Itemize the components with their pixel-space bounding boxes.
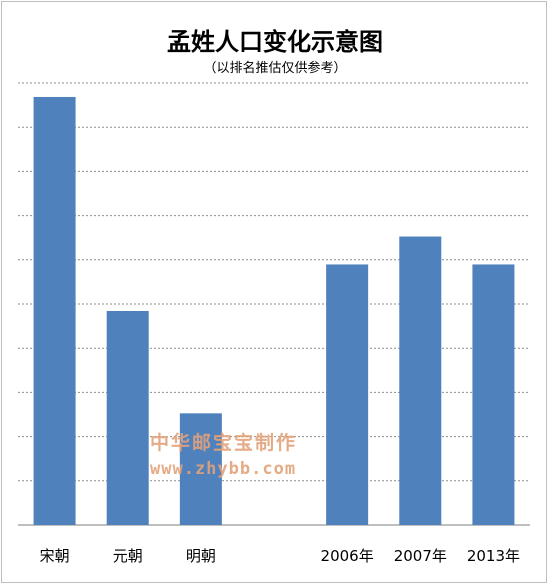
chart-subtitle: （以排名推估仅供参考）: [203, 61, 347, 76]
bar: [106, 310, 149, 525]
x-tick-label: 2006年: [321, 547, 374, 565]
x-tick-label: 2007年: [394, 547, 447, 565]
chart-title: 孟姓人口变化示意图: [167, 27, 383, 56]
bar: [326, 264, 369, 525]
x-tick-label: 明朝: [186, 547, 216, 565]
watermark-text: 中华邮宝宝制作: [150, 432, 298, 454]
bar: [472, 264, 515, 525]
watermark-url: www.zhybb.com: [150, 459, 297, 479]
x-tick-label: 宋朝: [40, 547, 70, 565]
bar: [399, 236, 442, 525]
x-tick-label: 元朝: [113, 547, 143, 565]
bar: [179, 413, 222, 525]
x-tick-label: 2013年: [467, 547, 520, 565]
bar: [33, 96, 76, 526]
